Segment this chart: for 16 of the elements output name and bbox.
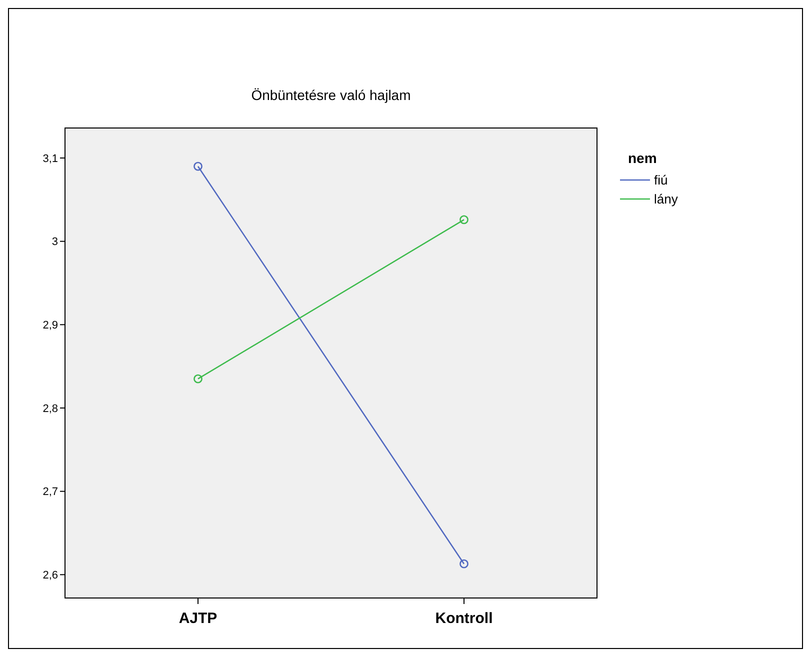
point xyxy=(194,374,202,384)
y-tick-label: 3,1 xyxy=(42,152,58,165)
point xyxy=(194,162,202,171)
x-tick-label: AJTP xyxy=(178,610,218,627)
y-tick-label: 2,8 xyxy=(42,402,58,415)
y-tick-label: 2,9 xyxy=(42,320,58,332)
chart-title: Önbüntetésre való hajlam xyxy=(251,87,411,103)
legend-title: nem xyxy=(628,150,657,166)
y-tick-label: 2,6 xyxy=(42,570,58,582)
x-tick-label: Kontroll xyxy=(435,610,493,627)
legend-label: lány xyxy=(654,192,678,207)
point xyxy=(460,215,468,224)
y-tick-label: 3 xyxy=(52,236,58,248)
point xyxy=(460,559,468,568)
legend-label: fiú xyxy=(654,172,668,188)
y-tick-label: 2,7 xyxy=(42,486,58,498)
